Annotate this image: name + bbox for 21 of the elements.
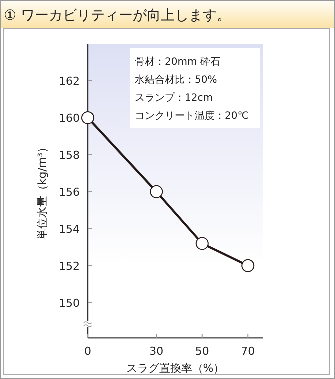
annotation: コンクリート温度：20℃ bbox=[135, 110, 249, 122]
y-tick-label: 154 bbox=[59, 222, 80, 236]
x-tick-label: 0 bbox=[84, 345, 92, 358]
point bbox=[150, 185, 164, 198]
x-axis-title: スラグ置換率（%） bbox=[126, 362, 225, 375]
y-tick-label: 156 bbox=[59, 186, 80, 199]
y-tick-label: 150 bbox=[59, 296, 80, 310]
y-tick-label: 158 bbox=[59, 148, 80, 162]
x-tick-label: 70 bbox=[241, 345, 256, 358]
chart-title: ① ワーカビリティーが向上します。 bbox=[4, 8, 232, 24]
y-tick-label: 152 bbox=[59, 260, 80, 273]
x-tick-label: 50 bbox=[195, 345, 210, 358]
y-tick-label: 160 bbox=[59, 112, 80, 125]
point bbox=[82, 111, 94, 124]
annotation: 水結合材比：50% bbox=[135, 74, 218, 86]
y-tick-label: 162 bbox=[59, 74, 80, 88]
annotation: スランプ：12cm bbox=[135, 92, 213, 104]
point bbox=[196, 237, 209, 250]
x-tick-label: 30 bbox=[150, 345, 164, 358]
annotation: 骨材：20mm 砕石 bbox=[135, 56, 220, 68]
y-axis-title: 単位水量（kg/m³） bbox=[36, 142, 49, 240]
